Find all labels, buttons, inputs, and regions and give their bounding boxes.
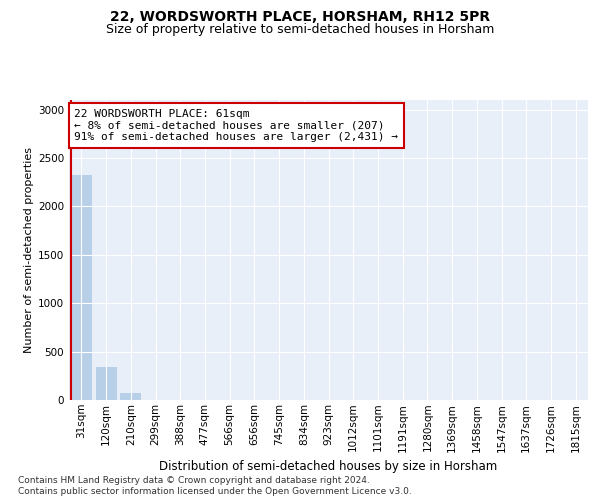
Bar (120, 393, 141, 400)
Text: 22, WORDSWORTH PLACE, HORSHAM, RH12 5PR: 22, WORDSWORTH PLACE, HORSHAM, RH12 5PR (110, 10, 490, 24)
Bar (95, 367, 116, 400)
Bar (71, 176, 92, 400)
Text: 22 WORDSWORTH PLACE: 61sqm
← 8% of semi-detached houses are smaller (207)
91% of: 22 WORDSWORTH PLACE: 61sqm ← 8% of semi-… (74, 109, 398, 142)
Text: Contains HM Land Registry data © Crown copyright and database right 2024.: Contains HM Land Registry data © Crown c… (18, 476, 370, 485)
Text: Contains public sector information licensed under the Open Government Licence v3: Contains public sector information licen… (18, 487, 412, 496)
Y-axis label: Number of semi-detached properties: Number of semi-detached properties (24, 147, 34, 353)
Text: Size of property relative to semi-detached houses in Horsham: Size of property relative to semi-detach… (106, 24, 494, 36)
X-axis label: Distribution of semi-detached houses by size in Horsham: Distribution of semi-detached houses by … (160, 460, 497, 473)
